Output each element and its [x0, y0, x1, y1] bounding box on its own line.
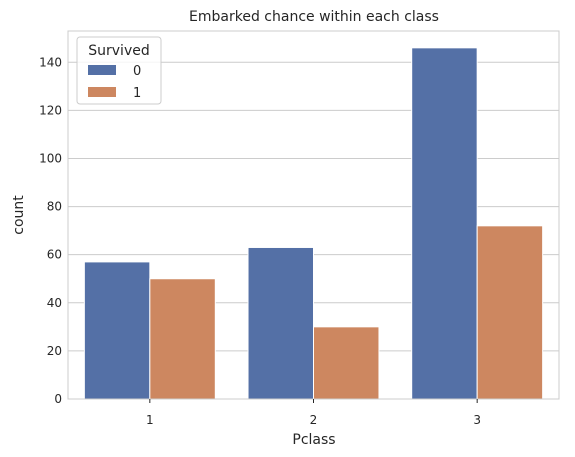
bar-pclass-2-survived-1 — [313, 326, 380, 400]
y-tick-label: 140 — [39, 55, 62, 69]
legend: Survived 0 1 — [76, 36, 162, 105]
bar-pclass-3-survived-0 — [411, 47, 478, 400]
legend-swatch-1 — [88, 87, 116, 97]
legend-title: Survived — [88, 43, 149, 59]
y-axis-label: count — [11, 195, 27, 235]
legend-label-1: 1 — [133, 86, 141, 101]
y-tick-label: 100 — [39, 151, 62, 165]
legend-label-0: 0 — [133, 64, 141, 79]
y-tick-label: 40 — [47, 296, 62, 310]
y-tick-label: 120 — [39, 103, 62, 117]
x-tick-labels: 1 2 3 — [146, 399, 481, 427]
bar-pclass-1-survived-0 — [83, 261, 151, 400]
y-tick-labels: 0 20 40 60 80 100 120 140 — [39, 55, 62, 406]
x-tick-label: 2 — [310, 413, 318, 427]
y-tick-label: 60 — [47, 248, 62, 262]
y-tick-label: 20 — [47, 344, 62, 358]
x-tick-label: 3 — [473, 413, 481, 427]
bar-pclass-1-survived-1 — [149, 278, 216, 400]
x-tick-label: 1 — [146, 413, 154, 427]
chart-title: Embarked chance within each class — [189, 9, 439, 25]
bar-pclass-2-survived-0 — [247, 246, 315, 400]
bars — [83, 47, 544, 400]
y-tick-label: 0 — [54, 392, 62, 406]
bar-pclass-3-survived-1 — [476, 225, 544, 400]
legend-swatch-0 — [88, 65, 116, 75]
x-axis-label: Pclass — [292, 432, 335, 448]
y-tick-label: 80 — [47, 200, 62, 214]
